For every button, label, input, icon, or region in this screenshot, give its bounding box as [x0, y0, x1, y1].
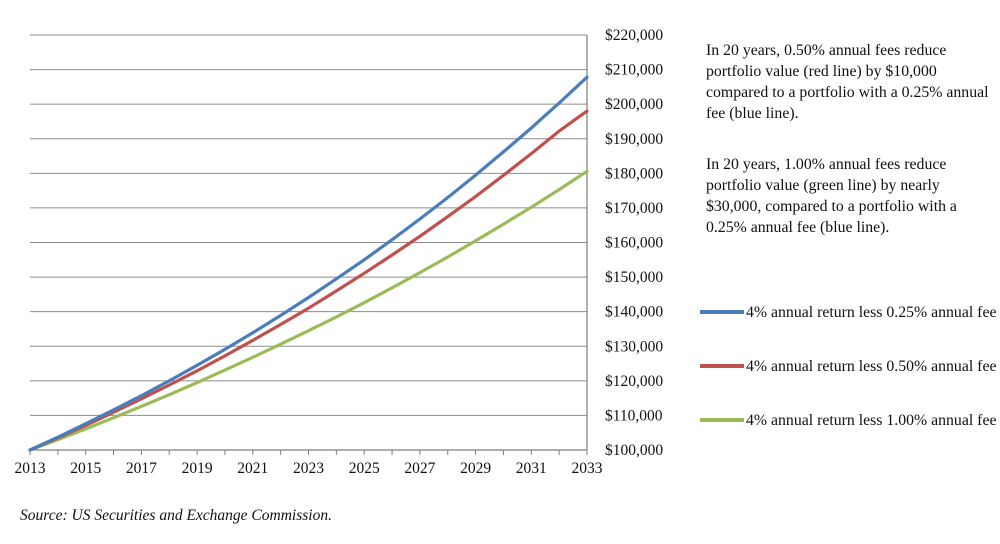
annotation-text: In 20 years, 0.50% annual fees reduce po… — [706, 42, 989, 122]
y-tick-label: $110,000 — [605, 407, 663, 424]
y-tick-label: $180,000 — [605, 165, 663, 182]
legend-item-050: 4% annual return less 0.50% annual fee — [700, 356, 1000, 410]
x-tick-label: 2017 — [126, 460, 157, 477]
x-tick-label: 2023 — [293, 460, 324, 477]
legend-label: 4% annual return less 0.25% annual fee — [746, 304, 997, 321]
x-tick-label: 2033 — [572, 460, 603, 477]
x-tick-label: 2019 — [182, 460, 213, 477]
y-tick-label: $170,000 — [605, 200, 663, 217]
series-lines — [28, 75, 589, 452]
x-tick-label: 2015 — [70, 460, 101, 477]
chart-legend: 4% annual return less 0.25% annual fee 4… — [700, 302, 1000, 464]
legend-swatch-red — [700, 364, 744, 368]
y-tick-label: $130,000 — [605, 338, 663, 355]
legend-item-025: 4% annual return less 0.25% annual fee — [700, 302, 1000, 356]
x-tick-label: 2013 — [15, 460, 46, 477]
source-note: Source: US Securities and Exchange Commi… — [20, 507, 332, 524]
series-line-fee-100 — [28, 169, 589, 452]
annotation-fee-100: In 20 years, 1.00% annual fees reduce po… — [706, 154, 996, 238]
x-tick-label: 2031 — [516, 460, 547, 477]
y-tick-label: $160,000 — [605, 235, 663, 252]
legend-swatch-green — [700, 418, 744, 422]
y-tick-label: $120,000 — [605, 373, 663, 390]
legend-label: 4% annual return less 1.00% annual fee — [746, 412, 997, 429]
y-tick-label: $150,000 — [605, 269, 663, 286]
series-line-fee-025 — [28, 75, 589, 452]
y-axis-tick-labels: $100,000 $110,000 $120,000 $130,000 $140,000… — [605, 27, 663, 459]
annotation-text: In 20 years, 1.00% annual fees reduce po… — [706, 156, 957, 236]
y-tick-label: $140,000 — [605, 304, 663, 321]
x-axis — [29, 35, 588, 455]
legend-item-100: 4% annual return less 1.00% annual fee — [700, 410, 1000, 464]
y-tick-label: $100,000 — [605, 442, 663, 459]
legend-swatch-blue — [700, 310, 744, 314]
series-line-fee-050 — [28, 109, 589, 452]
x-tick-label: 2029 — [460, 460, 491, 477]
y-tick-label: $200,000 — [605, 96, 663, 113]
y-tick-label: $190,000 — [605, 131, 663, 148]
gridlines — [30, 34, 587, 416]
y-tick-label: $210,000 — [605, 62, 663, 79]
x-axis-tick-labels: 2013 2015 2017 2019 2021 2023 2025 2027 2029 2031… — [15, 460, 603, 477]
annotation-fee-050: In 20 years, 0.50% annual fees reduce po… — [706, 40, 996, 124]
legend-label: 4% annual return less 0.50% annual fee — [746, 358, 997, 375]
y-tick-label: $220,000 — [605, 27, 663, 44]
x-tick-label: 2027 — [404, 460, 435, 477]
x-tick-label: 2021 — [237, 460, 268, 477]
x-tick-label: 2025 — [349, 460, 380, 477]
